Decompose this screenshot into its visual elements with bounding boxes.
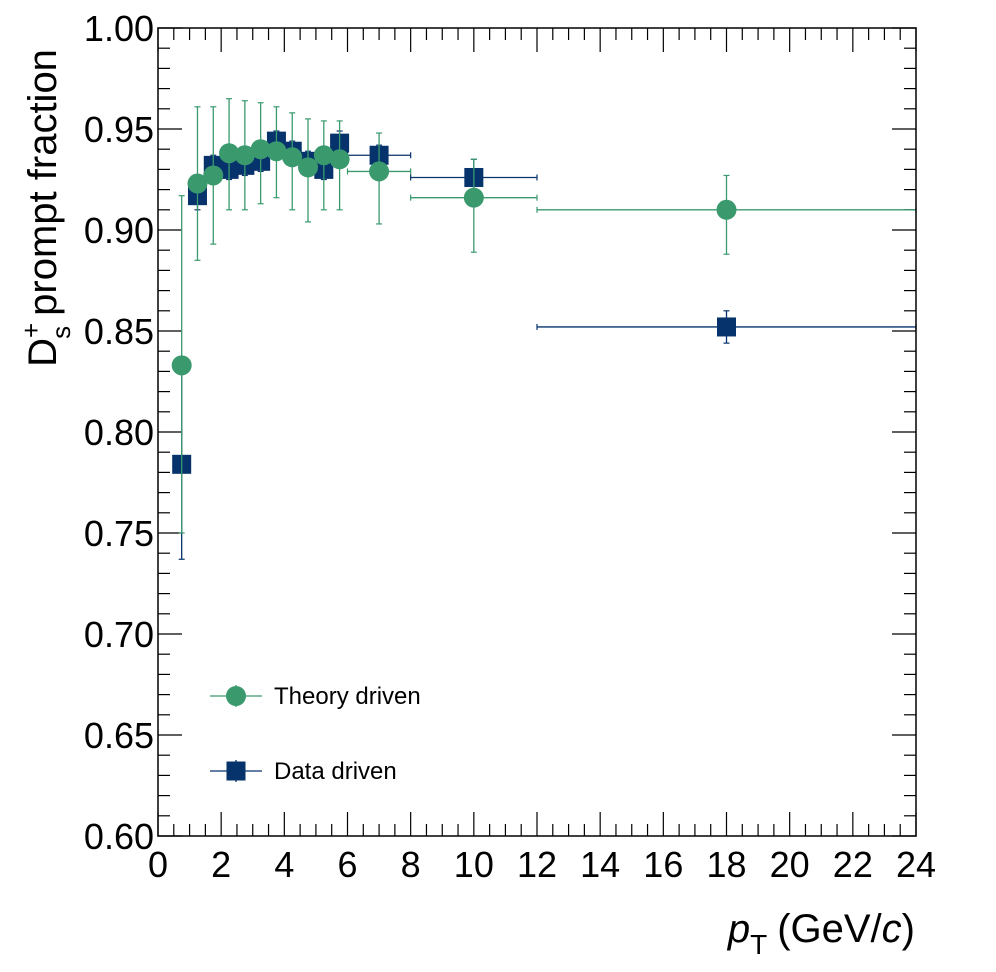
data-point-circle xyxy=(369,161,390,182)
legend-entry-theory-driven: Theory driven xyxy=(210,683,421,710)
y-tick-label: 0.80 xyxy=(84,412,154,453)
y-tick-label: 0.85 xyxy=(84,311,154,352)
x-tick-label: 8 xyxy=(401,844,421,885)
x-axis-title-unit-open: (GeV/ xyxy=(777,907,882,951)
x-tick-label: 14 xyxy=(580,844,620,885)
data-point-circle xyxy=(171,355,192,376)
x-tick-label: 16 xyxy=(643,844,683,885)
y-tick-label: 0.70 xyxy=(84,614,154,655)
x-tick-label: 0 xyxy=(148,844,168,885)
data-point-circle xyxy=(187,173,208,194)
legend-entry-data-driven: Data driven xyxy=(210,758,397,785)
x-axis-title-unit-variable: c xyxy=(882,907,902,951)
y-tick-label: 0.90 xyxy=(84,210,154,251)
data-series xyxy=(171,98,917,560)
data-point-circle xyxy=(329,149,350,170)
plot-frame xyxy=(157,27,917,837)
data-point-circle xyxy=(298,157,319,178)
data-point-circle xyxy=(219,143,240,164)
x-axis-title-variable: p xyxy=(727,907,750,951)
tick-labels: 0 2 4 6 8 10 12 14 16 18 20 22 240.600.650.700.750.8… xyxy=(84,8,936,885)
data-point-circle xyxy=(282,147,303,168)
x-tick-label: 2 xyxy=(211,844,231,885)
legend-marker-circle xyxy=(226,686,246,706)
y-axis-title-base: D xyxy=(21,338,65,367)
legend-label: Theory driven xyxy=(274,683,421,710)
y-tick-label: 0.60 xyxy=(84,816,154,857)
data-point-circle xyxy=(313,145,334,166)
data-point-circle xyxy=(716,199,737,220)
axis-ticks xyxy=(157,27,917,837)
y-axis-title-superscript: + xyxy=(16,323,46,338)
x-axis-title-subscript: T xyxy=(750,929,767,960)
y-tick-label: 0.95 xyxy=(84,109,154,150)
series-theory-driven xyxy=(171,98,917,534)
data-point-circle xyxy=(266,141,287,162)
data-point-circle xyxy=(203,165,224,186)
data-point-square xyxy=(717,317,736,337)
x-axis-title: pT (GeV/c) xyxy=(727,907,915,960)
data-point-circle xyxy=(234,145,255,166)
y-axis-title: D+s prompt fraction xyxy=(16,49,76,367)
x-tick-label: 18 xyxy=(706,844,746,885)
legend-label: Data driven xyxy=(274,758,397,785)
x-tick-label: 12 xyxy=(517,844,557,885)
legend-marker-square xyxy=(226,761,246,781)
data-point-circle xyxy=(463,187,484,208)
y-axis-title-text: prompt fraction xyxy=(21,49,65,316)
x-tick-label: 20 xyxy=(770,844,810,885)
x-tick-label: 22 xyxy=(833,844,873,885)
x-tick-label: 4 xyxy=(274,844,294,885)
x-tick-label: 24 xyxy=(896,844,936,885)
x-tick-label: 6 xyxy=(337,844,357,885)
data-point-circle xyxy=(250,139,271,160)
x-axis-title-unit-close: ) xyxy=(902,907,915,951)
x-tick-label: 10 xyxy=(454,844,494,885)
legend: Theory driven Data driven xyxy=(210,683,421,785)
y-tick-label: 0.75 xyxy=(84,513,154,554)
y-tick-label: 1.00 xyxy=(84,8,154,49)
y-tick-label: 0.65 xyxy=(84,715,154,756)
y-axis-title-subscript: s xyxy=(46,326,76,339)
